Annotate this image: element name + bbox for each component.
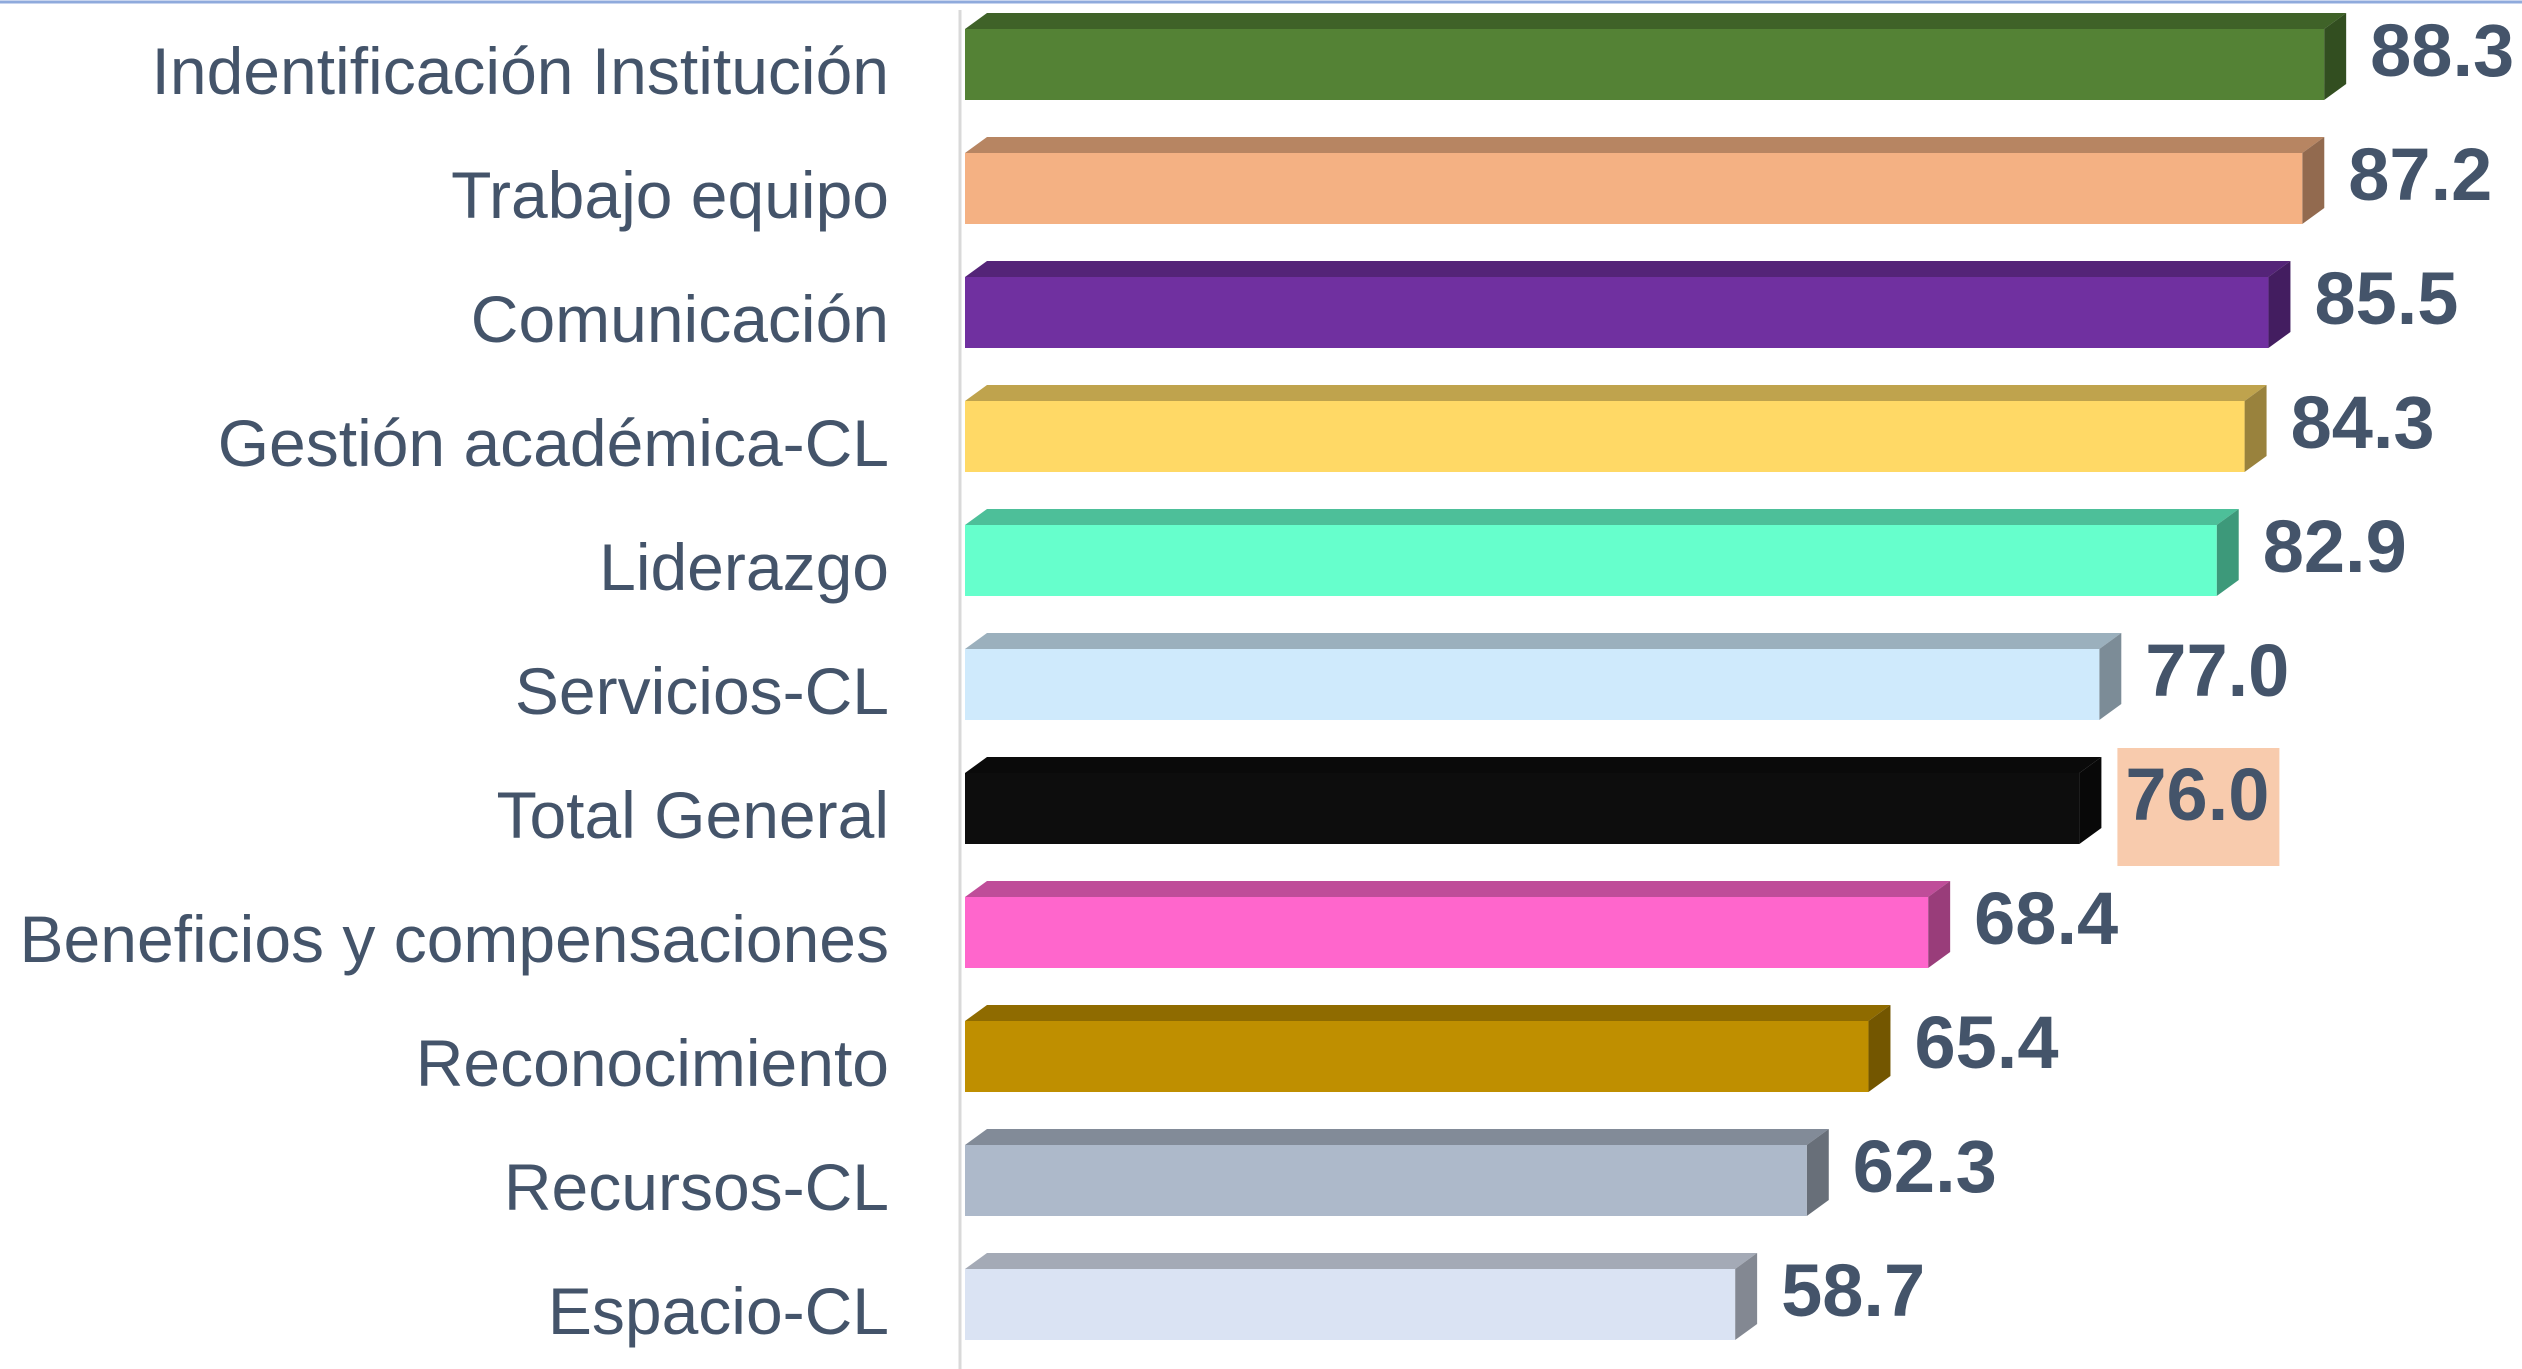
bar <box>965 29 2325 100</box>
category-label: Gestión académica-CL <box>218 406 889 480</box>
category-label: Liderazgo <box>599 530 889 604</box>
value-label: 58.7 <box>1781 1249 1925 1332</box>
category-label: Espacio-CL <box>548 1274 889 1348</box>
bar-top <box>965 509 2239 525</box>
bar-side <box>1806 1129 1829 1216</box>
bar <box>965 525 2217 596</box>
bar-top <box>965 261 2291 277</box>
bar-side <box>1928 881 1951 968</box>
bar <box>965 649 2100 720</box>
value-label: 84.3 <box>2291 381 2435 464</box>
bar-side <box>1735 1253 1758 1340</box>
category-label: Servicios-CL <box>515 654 889 728</box>
bar <box>965 1269 1736 1340</box>
category-label: Indentificación Institución <box>152 34 889 108</box>
bar-top <box>965 1005 1891 1021</box>
value-label: 87.2 <box>2348 133 2492 216</box>
bar-top <box>965 633 2122 649</box>
value-label: 68.4 <box>1974 877 2118 960</box>
bar-top <box>965 757 2102 773</box>
category-label: Total General <box>496 778 889 852</box>
bar-top <box>965 1129 1829 1145</box>
bar <box>965 401 2245 472</box>
bar-top <box>965 137 2325 153</box>
bar <box>965 1145 1807 1216</box>
value-label: 85.5 <box>2314 257 2458 340</box>
bar <box>965 277 2269 348</box>
bar-side <box>1868 1005 1891 1092</box>
value-label: 76.0 <box>2125 753 2269 836</box>
bar-top <box>965 1253 1758 1269</box>
bar <box>965 897 1929 968</box>
bar-side <box>2268 261 2291 348</box>
bar-side <box>2244 385 2267 472</box>
value-label: 77.0 <box>2145 629 2289 712</box>
bar-top <box>965 13 2347 29</box>
bar-side <box>2216 509 2239 596</box>
bar <box>965 773 2080 844</box>
bar-side <box>2099 633 2122 720</box>
bar-side <box>2324 13 2347 100</box>
bar-side <box>2079 757 2102 844</box>
bar <box>965 153 2303 224</box>
category-label: Recursos-CL <box>504 1150 889 1224</box>
category-label: Reconocimiento <box>416 1026 889 1100</box>
bar <box>965 1021 1869 1092</box>
bar-top <box>965 385 2267 401</box>
value-label: 62.3 <box>1853 1125 1997 1208</box>
bar-side <box>2302 137 2325 224</box>
value-label-highlight <box>2117 748 2280 866</box>
value-label: 88.3 <box>2370 9 2514 92</box>
category-label: Trabajo equipo <box>451 158 889 232</box>
bar-top <box>965 881 1951 897</box>
category-label: Beneficios y compensaciones <box>20 902 889 976</box>
value-label: 65.4 <box>1914 1001 2058 1084</box>
value-label: 82.9 <box>2263 505 2407 588</box>
category-label: Comunicación <box>471 282 889 356</box>
